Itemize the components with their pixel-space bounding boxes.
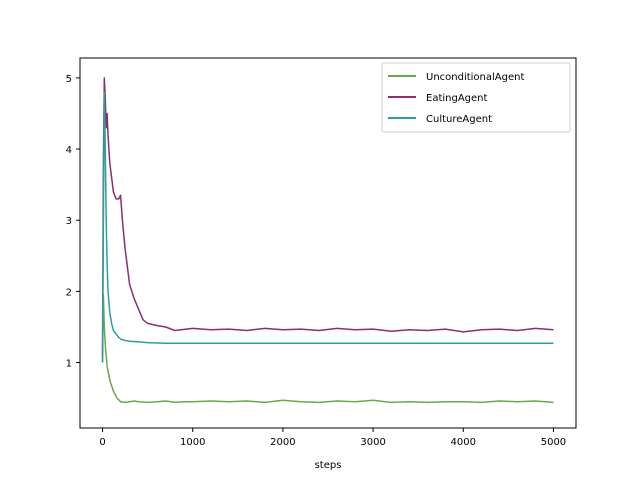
legend-box: [381, 62, 571, 133]
series-line-0: [101, 294, 554, 404]
series-line-1: [101, 77, 554, 356]
legend-items: UnconditionalAgent EatingAgent CultureAgen…: [388, 72, 524, 125]
legend-label-0: UnconditionalAgent: [426, 72, 524, 83]
legend-label-1: EatingAgent: [426, 93, 488, 104]
legend: UnconditionalAgent EatingAgent CultureAgen…: [381, 62, 571, 133]
x-tick-label: 4000: [451, 437, 476, 448]
x-tick-label: 0: [99, 437, 105, 448]
y-tick-label: 5: [66, 74, 72, 85]
y-tick-label: 2: [66, 287, 72, 298]
x-axis-label: steps: [315, 460, 342, 471]
x-tick-label: 1000: [180, 437, 205, 448]
legend-label-2: CultureAgent: [426, 114, 492, 125]
plot-frame: [79, 57, 577, 429]
x-tick-label: 3000: [360, 437, 385, 448]
series-line-2: [101, 91, 554, 363]
y-tick-label: 3: [66, 216, 72, 227]
y-axis-ticks: 1 2 3 4 5: [66, 74, 80, 370]
x-axis-ticks: 0 1000 2000 3000 4000 5000: [99, 428, 566, 448]
y-tick-label: 1: [66, 359, 72, 370]
series-layer: [101, 77, 554, 404]
x-tick-label: 5000: [541, 437, 566, 448]
y-tick-label: 4: [66, 145, 72, 156]
x-tick-label: 2000: [270, 437, 295, 448]
